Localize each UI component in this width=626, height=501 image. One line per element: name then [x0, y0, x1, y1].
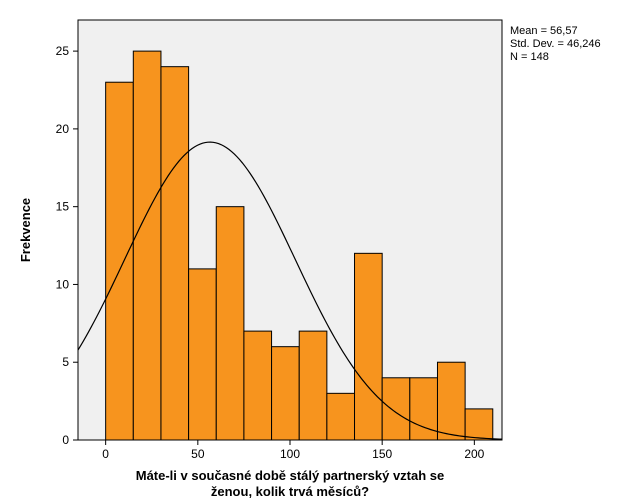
- y-ticks: 0 5 10 15 20 25: [56, 44, 78, 447]
- x-tick-label: 100: [280, 447, 300, 461]
- histogram-bar: [133, 51, 161, 440]
- y-axis-label: Frekvence: [18, 198, 33, 262]
- histogram-bar: [465, 409, 493, 440]
- histogram-bar: [355, 253, 383, 440]
- x-tick-label: 150: [372, 447, 392, 461]
- histogram-bar: [299, 331, 327, 440]
- stats-n: N = 148: [510, 51, 549, 63]
- y-tick-label: 0: [62, 433, 69, 447]
- histogram-bar: [437, 362, 465, 440]
- x-axis-label-line1: Máte-li v současné době stálý partnerský…: [136, 468, 445, 483]
- histogram-chart: 0 50 100 150 200 0 5 10 15 20 25 Máte-li v současné…: [0, 0, 626, 501]
- x-axis-label-line2: ženou, kolik trvá měsíců?: [211, 484, 369, 499]
- histogram-bar: [161, 67, 189, 440]
- y-tick-label: 10: [56, 277, 70, 291]
- histogram-bar: [272, 347, 300, 440]
- stats-mean: Mean = 56,57: [510, 25, 578, 37]
- x-tick-label: 50: [191, 447, 205, 461]
- x-tick-label: 0: [102, 447, 109, 461]
- histogram-bar: [106, 82, 134, 440]
- histogram-bar: [216, 207, 244, 440]
- histogram-bar: [382, 378, 410, 440]
- histogram-bar: [244, 331, 272, 440]
- y-tick-label: 25: [56, 44, 70, 58]
- y-tick-label: 20: [56, 122, 70, 136]
- y-tick-label: 15: [56, 200, 70, 214]
- x-tick-label: 200: [464, 447, 484, 461]
- histogram-bar: [189, 269, 217, 440]
- y-tick-label: 5: [62, 355, 69, 369]
- chart-svg: 0 50 100 150 200 0 5 10 15 20 25 Máte-li v současné…: [0, 0, 626, 501]
- stats-sd: Std. Dev. = 46,246: [510, 38, 601, 50]
- stats-block: Mean = 56,57Std. Dev. = 46,246N = 148: [510, 25, 601, 63]
- histogram-bar: [327, 393, 355, 440]
- x-ticks: 0 50 100 150 200: [102, 440, 484, 461]
